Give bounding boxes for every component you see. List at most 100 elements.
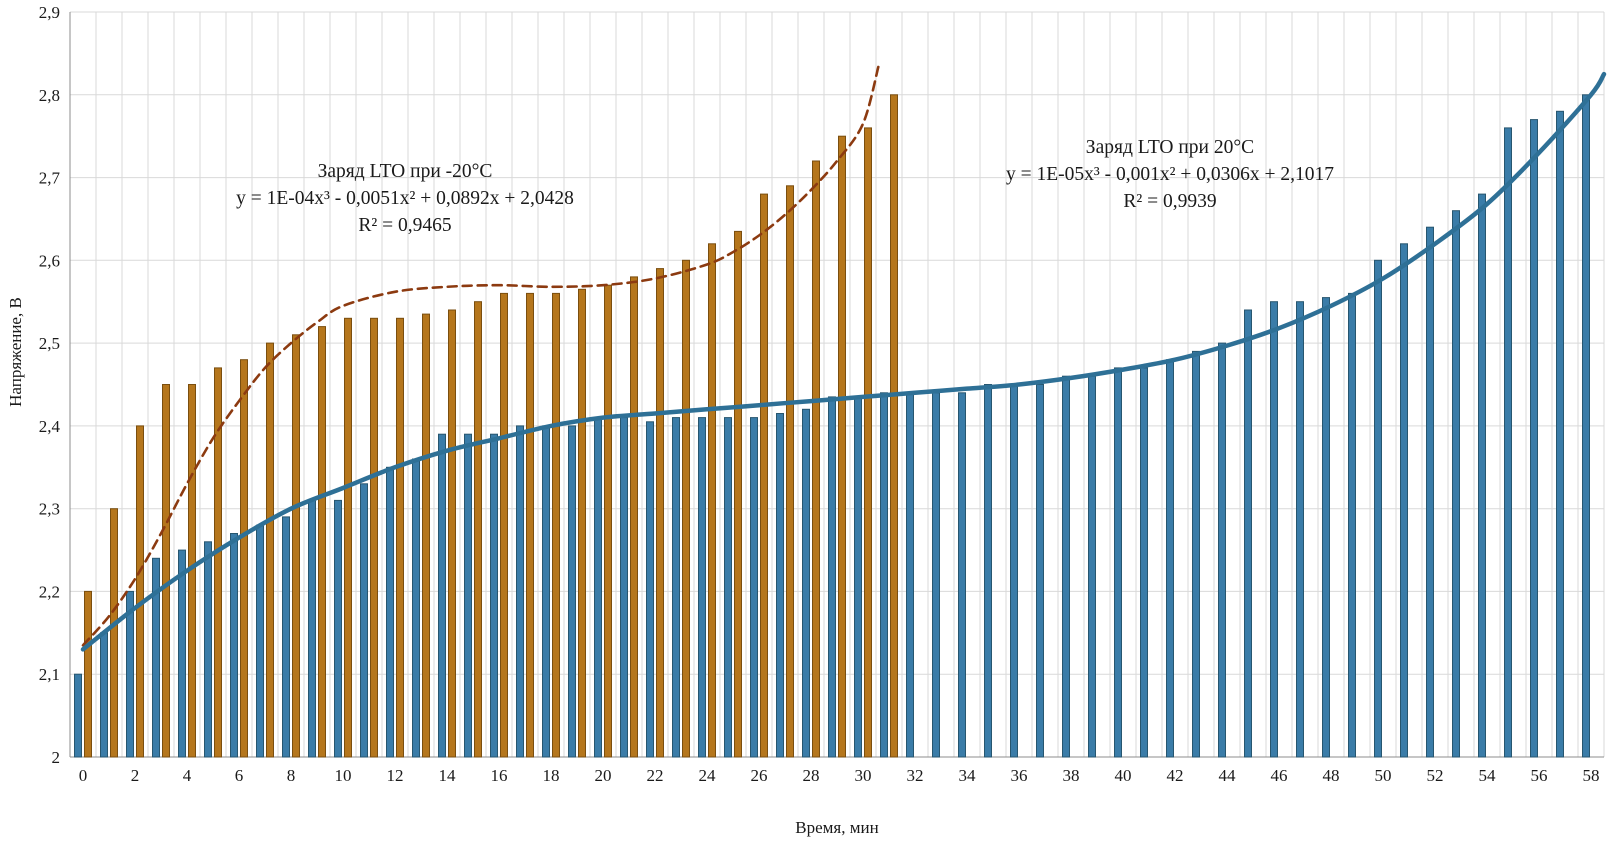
bar bbox=[854, 396, 862, 758]
bar bbox=[1322, 297, 1330, 758]
x-tick-label: 50 bbox=[1375, 766, 1392, 785]
bar bbox=[162, 384, 170, 758]
trendline-plus20 bbox=[80, 71, 1607, 652]
bar-series-minus20 bbox=[84, 94, 898, 758]
bar bbox=[708, 243, 716, 758]
bar bbox=[1140, 367, 1148, 758]
trendline-minus20 bbox=[81, 64, 880, 647]
bar bbox=[838, 135, 846, 758]
x-tick-label: 24 bbox=[699, 766, 717, 785]
bar bbox=[1062, 375, 1070, 758]
bar bbox=[750, 417, 758, 758]
bar bbox=[282, 516, 290, 758]
annotation-r2: R² = 0,9465 bbox=[358, 215, 452, 236]
bar bbox=[396, 317, 404, 758]
bar bbox=[984, 384, 992, 758]
bar bbox=[152, 557, 160, 758]
bar bbox=[672, 417, 680, 758]
bar bbox=[240, 359, 248, 758]
bar bbox=[1478, 193, 1486, 758]
y-tick-label: 2,6 bbox=[39, 251, 60, 270]
x-tick-label: 42 bbox=[1167, 766, 1184, 785]
x-tick-label: 54 bbox=[1479, 766, 1497, 785]
bar bbox=[474, 301, 482, 758]
bar bbox=[1400, 243, 1408, 758]
annotation-equation: y = 1E-04x³ - 0,0051x² + 0,0892x + 2,042… bbox=[236, 188, 574, 209]
bar bbox=[370, 317, 378, 758]
bar bbox=[110, 508, 118, 758]
bar bbox=[230, 533, 238, 758]
bar bbox=[526, 292, 534, 758]
bar bbox=[1114, 367, 1122, 758]
bar bbox=[214, 367, 222, 758]
bar bbox=[318, 326, 326, 758]
bar bbox=[682, 259, 690, 758]
x-tick-label: 36 bbox=[1011, 766, 1028, 785]
bar bbox=[932, 392, 940, 758]
x-tick-label: 44 bbox=[1219, 766, 1237, 785]
bar bbox=[1426, 226, 1434, 758]
x-tick-label: 52 bbox=[1427, 766, 1444, 785]
y-tick-label: 2,4 bbox=[39, 417, 61, 436]
y-tick-label: 2,9 bbox=[39, 3, 60, 22]
bar bbox=[84, 590, 92, 758]
x-tick-labels: 0 2 4 6 8 10 12 14 16 18 20 22 24 26 28 30 32 34 36 38 40 42 4… bbox=[79, 766, 1600, 785]
bar bbox=[568, 425, 576, 758]
bar bbox=[646, 421, 654, 758]
bar bbox=[438, 433, 446, 758]
bar bbox=[552, 292, 560, 758]
x-tick-label: 18 bbox=[543, 766, 560, 785]
bar bbox=[344, 317, 352, 758]
x-tick-label: 40 bbox=[1115, 766, 1132, 785]
bar bbox=[1036, 384, 1044, 758]
bar bbox=[1296, 301, 1304, 758]
y-axis-title: Напряжение, В bbox=[6, 297, 25, 407]
x-tick-label: 10 bbox=[335, 766, 352, 785]
bar bbox=[1088, 375, 1096, 758]
bar bbox=[656, 268, 664, 758]
bar bbox=[734, 230, 742, 758]
y-tick-label: 2,1 bbox=[39, 665, 60, 684]
annotation-lto-minus20: Заряд LTO при -20°C y = 1E-04x³ - 0,0051… bbox=[170, 158, 640, 239]
bar bbox=[786, 185, 794, 758]
bar bbox=[256, 524, 264, 758]
annotation-r2: R² = 0,9939 bbox=[1123, 191, 1217, 212]
annotation-title: Заряд LTO при 20°C bbox=[1085, 137, 1255, 158]
bar bbox=[1166, 359, 1174, 758]
bar bbox=[828, 396, 836, 758]
bar bbox=[594, 417, 602, 758]
bar bbox=[308, 499, 316, 758]
bar bbox=[448, 309, 456, 758]
bar bbox=[1218, 342, 1226, 758]
bar bbox=[604, 284, 612, 758]
x-tick-label: 46 bbox=[1271, 766, 1288, 785]
x-tick-label: 2 bbox=[131, 766, 140, 785]
x-axis-title: Время, мин bbox=[795, 818, 879, 837]
x-tick-label: 32 bbox=[907, 766, 924, 785]
bar bbox=[292, 334, 300, 758]
bar bbox=[906, 392, 914, 758]
bar bbox=[724, 417, 732, 758]
x-tick-label: 0 bbox=[79, 766, 88, 785]
bar bbox=[266, 342, 274, 758]
bar bbox=[1556, 110, 1564, 758]
bar bbox=[1582, 94, 1590, 758]
bar bbox=[74, 673, 82, 758]
bar bbox=[178, 549, 186, 758]
bar bbox=[542, 425, 550, 758]
y-tick-label: 2,7 bbox=[39, 169, 61, 188]
x-tick-label: 26 bbox=[751, 766, 768, 785]
bar bbox=[490, 433, 498, 758]
bar bbox=[386, 466, 394, 758]
annotation-lto-plus20: Заряд LTO при 20°C y = 1E-05x³ - 0,001x²… bbox=[930, 134, 1410, 215]
x-tick-label: 12 bbox=[387, 766, 404, 785]
x-tick-label: 20 bbox=[595, 766, 612, 785]
bar bbox=[126, 590, 134, 758]
bar bbox=[620, 417, 628, 758]
bar bbox=[698, 417, 706, 758]
x-tick-label: 34 bbox=[959, 766, 977, 785]
x-tick-label: 4 bbox=[183, 766, 192, 785]
x-tick-label: 38 bbox=[1063, 766, 1080, 785]
y-tick-label: 2,5 bbox=[39, 334, 60, 353]
